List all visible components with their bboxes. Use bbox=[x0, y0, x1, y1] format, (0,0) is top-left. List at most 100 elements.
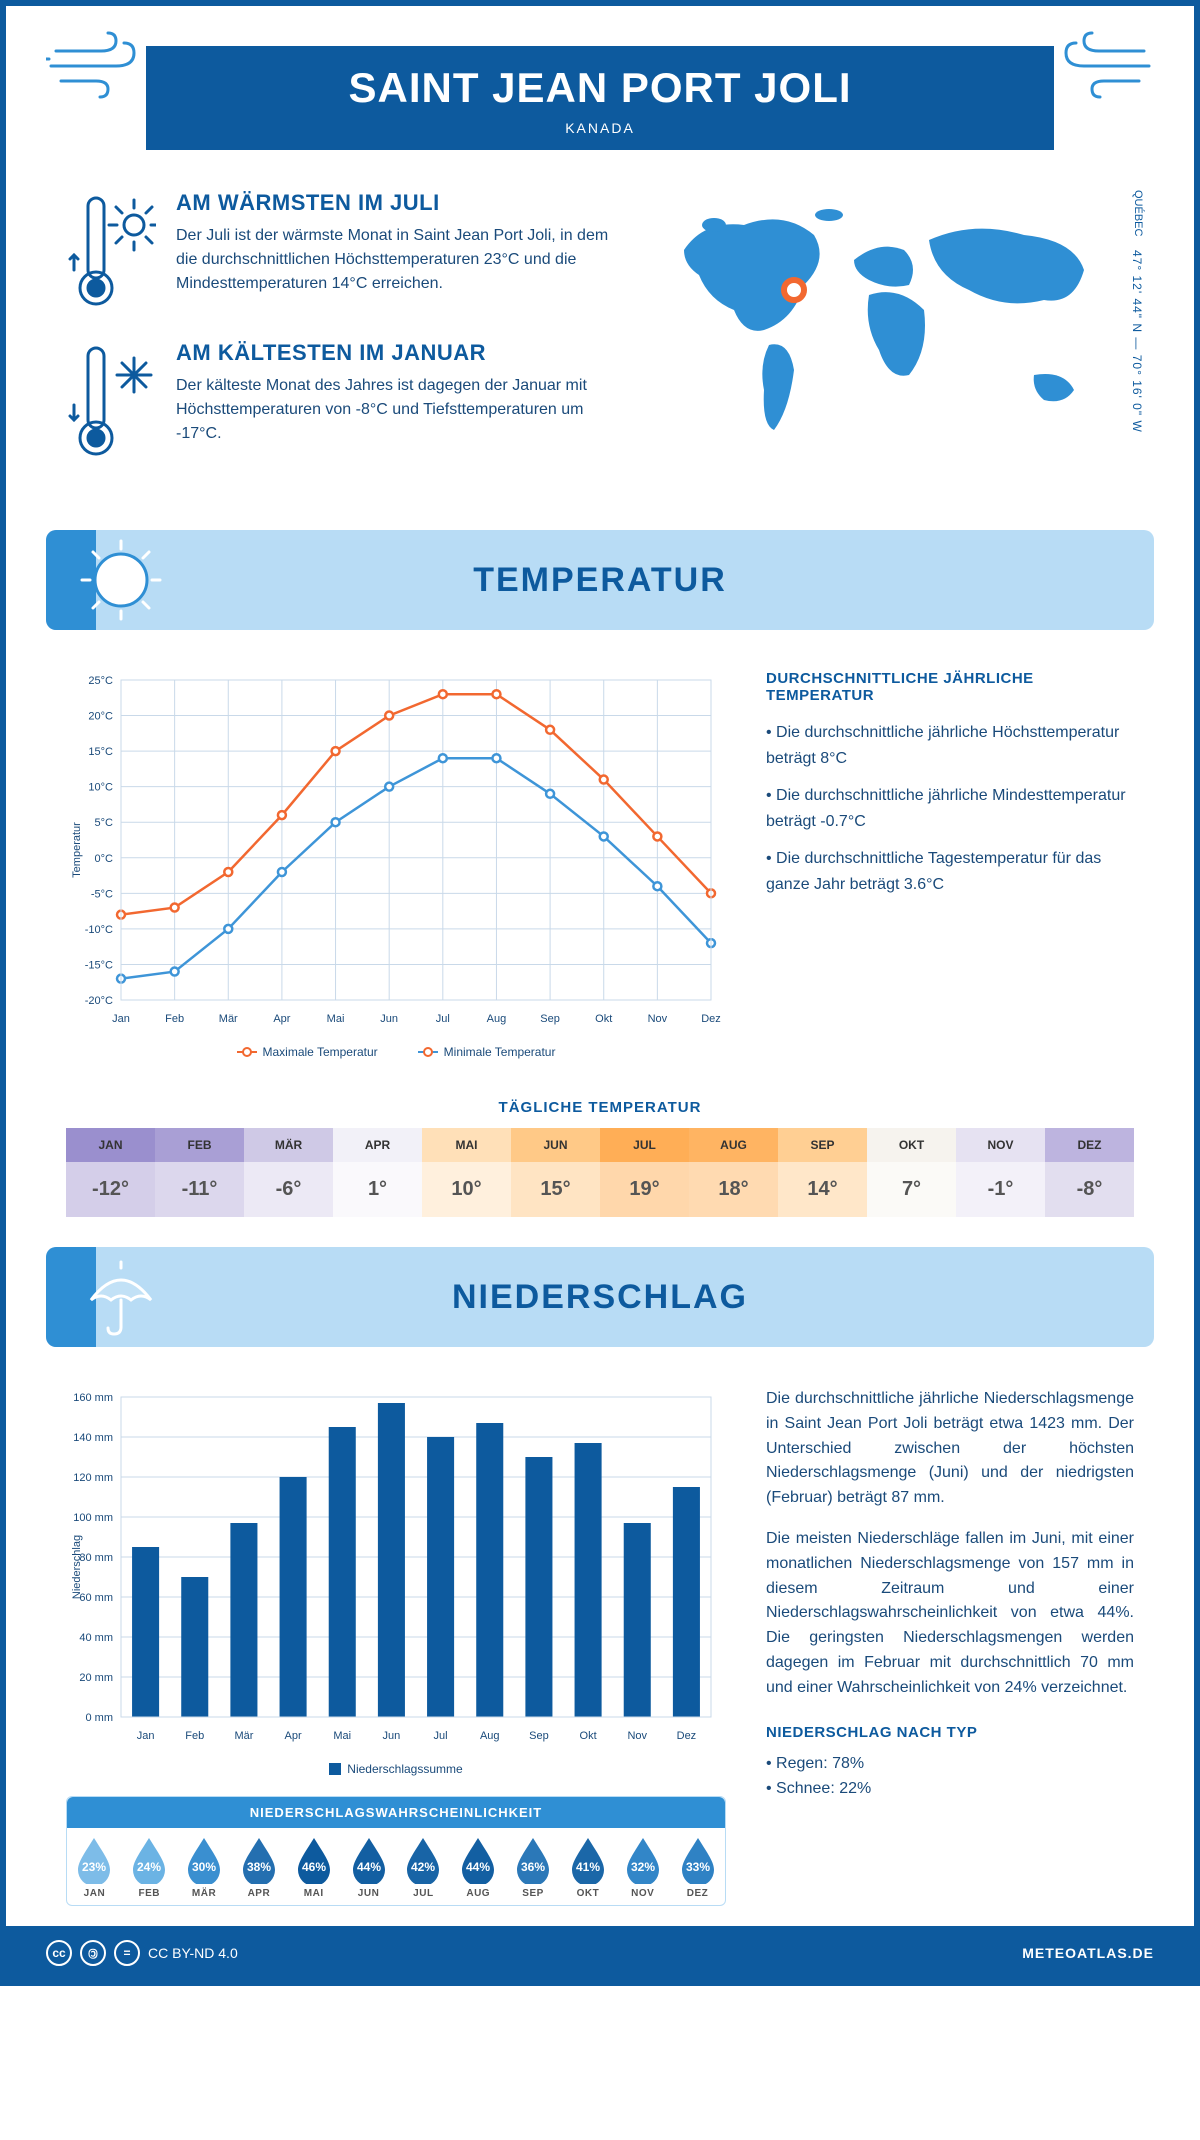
warmest-title: AM WÄRMSTEN IM JULI bbox=[176, 190, 614, 216]
drop-icon: 24% bbox=[129, 1836, 169, 1884]
svg-text:Feb: Feb bbox=[165, 1013, 184, 1025]
nd-icon: = bbox=[114, 1940, 140, 1966]
month-label: OKT bbox=[867, 1128, 956, 1162]
svg-text:15°C: 15°C bbox=[88, 746, 113, 758]
intro-section: AM WÄRMSTEN IM JULI Der Juli ist der wär… bbox=[6, 150, 1194, 510]
prob-cell: 44% JUN bbox=[341, 1828, 396, 1905]
prob-cell: 30% MÄR bbox=[177, 1828, 232, 1905]
prob-month: FEB bbox=[122, 1888, 177, 1899]
legend-max: Maximale Temperatur bbox=[263, 1045, 378, 1059]
svg-text:Sep: Sep bbox=[529, 1730, 549, 1742]
drop-icon: 32% bbox=[623, 1836, 663, 1884]
month-value: 10° bbox=[422, 1162, 511, 1217]
svg-text:44%: 44% bbox=[466, 1860, 490, 1874]
temp-legend: .legend-sw:nth-child(1)::after{border-co… bbox=[66, 1045, 726, 1059]
svg-text:Mär: Mär bbox=[219, 1013, 238, 1025]
month-cell: DEZ -8° bbox=[1045, 1128, 1134, 1217]
svg-text:42%: 42% bbox=[411, 1860, 435, 1874]
temperature-banner: TEMPERATUR bbox=[46, 530, 1154, 630]
drop-icon: 44% bbox=[458, 1836, 498, 1884]
svg-text:46%: 46% bbox=[302, 1860, 326, 1874]
prob-month: AUG bbox=[451, 1888, 506, 1899]
prob-month: MAI bbox=[286, 1888, 341, 1899]
month-value: 14° bbox=[778, 1162, 867, 1217]
month-label: DEZ bbox=[1045, 1128, 1134, 1162]
svg-text:Jul: Jul bbox=[436, 1013, 450, 1025]
prob-month: NOV bbox=[615, 1888, 670, 1899]
month-value: 18° bbox=[689, 1162, 778, 1217]
svg-text:Feb: Feb bbox=[185, 1730, 204, 1742]
month-cell: JUL 19° bbox=[600, 1128, 689, 1217]
svg-text:Temperatur: Temperatur bbox=[71, 822, 83, 878]
wind-icon bbox=[1054, 31, 1154, 101]
precipitation-chart: 0 mm20 mm40 mm60 mm80 mm100 mm120 mm140 … bbox=[66, 1387, 726, 1906]
drop-icon: 44% bbox=[349, 1836, 389, 1884]
svg-text:38%: 38% bbox=[247, 1860, 271, 1874]
temperature-body: -20°C-15°C-10°C-5°C0°C5°C10°C15°C20°C25°… bbox=[6, 650, 1194, 1079]
svg-text:32%: 32% bbox=[631, 1860, 655, 1874]
probability-box: NIEDERSCHLAGSWAHRSCHEINLICHKEIT 23% JAN … bbox=[66, 1796, 726, 1906]
svg-text:41%: 41% bbox=[576, 1860, 600, 1874]
month-cell: APR 1° bbox=[333, 1128, 422, 1217]
month-cell: NOV -1° bbox=[956, 1128, 1045, 1217]
month-label: JAN bbox=[66, 1128, 155, 1162]
thermometer-cold-icon bbox=[66, 340, 156, 460]
drop-icon: 41% bbox=[568, 1836, 608, 1884]
svg-text:60 mm: 60 mm bbox=[79, 1592, 113, 1604]
by-icon: 🄯 bbox=[80, 1940, 106, 1966]
month-cell: FEB -11° bbox=[155, 1128, 244, 1217]
prob-cell: 44% AUG bbox=[451, 1828, 506, 1905]
prob-month: APR bbox=[231, 1888, 286, 1899]
month-cell: MÄR -6° bbox=[244, 1128, 333, 1217]
precipitation-body: 0 mm20 mm40 mm60 mm80 mm100 mm120 mm140 … bbox=[6, 1367, 1194, 1926]
drop-icon: 38% bbox=[239, 1836, 279, 1884]
prob-cell: 41% OKT bbox=[560, 1828, 615, 1905]
legend-min: Minimale Temperatur bbox=[444, 1045, 556, 1059]
month-label: SEP bbox=[778, 1128, 867, 1162]
svg-text:80 mm: 80 mm bbox=[79, 1552, 113, 1564]
month-label: APR bbox=[333, 1128, 422, 1162]
temperature-title: TEMPERATUR bbox=[473, 561, 727, 600]
svg-text:36%: 36% bbox=[521, 1860, 545, 1874]
page-title: SAINT JEAN PORT JOLI bbox=[146, 64, 1054, 112]
svg-text:Apr: Apr bbox=[285, 1730, 302, 1742]
svg-text:33%: 33% bbox=[686, 1860, 710, 1874]
sun-icon bbox=[76, 535, 166, 625]
svg-text:Nov: Nov bbox=[648, 1013, 668, 1025]
prob-month: SEP bbox=[506, 1888, 561, 1899]
drop-icon: 33% bbox=[678, 1836, 718, 1884]
svg-text:25°C: 25°C bbox=[88, 675, 113, 687]
prob-month: OKT bbox=[560, 1888, 615, 1899]
svg-text:10°C: 10°C bbox=[88, 782, 113, 794]
month-value: -6° bbox=[244, 1162, 333, 1217]
coldest-text: Der kälteste Monat des Jahres ist dagege… bbox=[176, 374, 614, 446]
month-label: FEB bbox=[155, 1128, 244, 1162]
precip-text-2: Die meisten Niederschläge fallen im Juni… bbox=[766, 1527, 1134, 1701]
svg-text:Dez: Dez bbox=[701, 1013, 721, 1025]
coldest-title: AM KÄLTESTEN IM JANUAR bbox=[176, 340, 614, 366]
thermometer-hot-icon bbox=[66, 190, 156, 310]
prob-cell: 42% JUL bbox=[396, 1828, 451, 1905]
license-text: CC BY-ND 4.0 bbox=[148, 1945, 238, 1961]
svg-text:-10°C: -10°C bbox=[85, 924, 113, 936]
world-map: QUÉBEC 47° 12' 44" N — 70° 16' 0" W bbox=[654, 190, 1134, 490]
world-map-svg bbox=[654, 190, 1114, 450]
month-label: JUL bbox=[600, 1128, 689, 1162]
month-cell: OKT 7° bbox=[867, 1128, 956, 1217]
site-name: METEOATLAS.DE bbox=[1022, 1945, 1154, 1961]
note-item: • Die durchschnittliche jährliche Höchst… bbox=[766, 720, 1134, 771]
month-label: AUG bbox=[689, 1128, 778, 1162]
svg-text:0 mm: 0 mm bbox=[86, 1712, 114, 1724]
svg-text:Jan: Jan bbox=[112, 1013, 130, 1025]
map-region: QUÉBEC bbox=[1132, 190, 1144, 236]
svg-text:Okt: Okt bbox=[595, 1013, 612, 1025]
month-value: 19° bbox=[600, 1162, 689, 1217]
prob-cell: 38% APR bbox=[231, 1828, 286, 1905]
warmest-text: Der Juli ist der wärmste Monat in Saint … bbox=[176, 224, 614, 296]
line-chart-svg: -20°C-15°C-10°C-5°C0°C5°C10°C15°C20°C25°… bbox=[66, 670, 726, 1030]
precip-snow: • Schnee: 22% bbox=[766, 1777, 1134, 1802]
svg-text:Jan: Jan bbox=[137, 1730, 155, 1742]
svg-text:140 mm: 140 mm bbox=[73, 1432, 113, 1444]
svg-text:30%: 30% bbox=[192, 1860, 216, 1874]
daily-temp-title: TÄGLICHE TEMPERATUR bbox=[6, 1099, 1194, 1116]
